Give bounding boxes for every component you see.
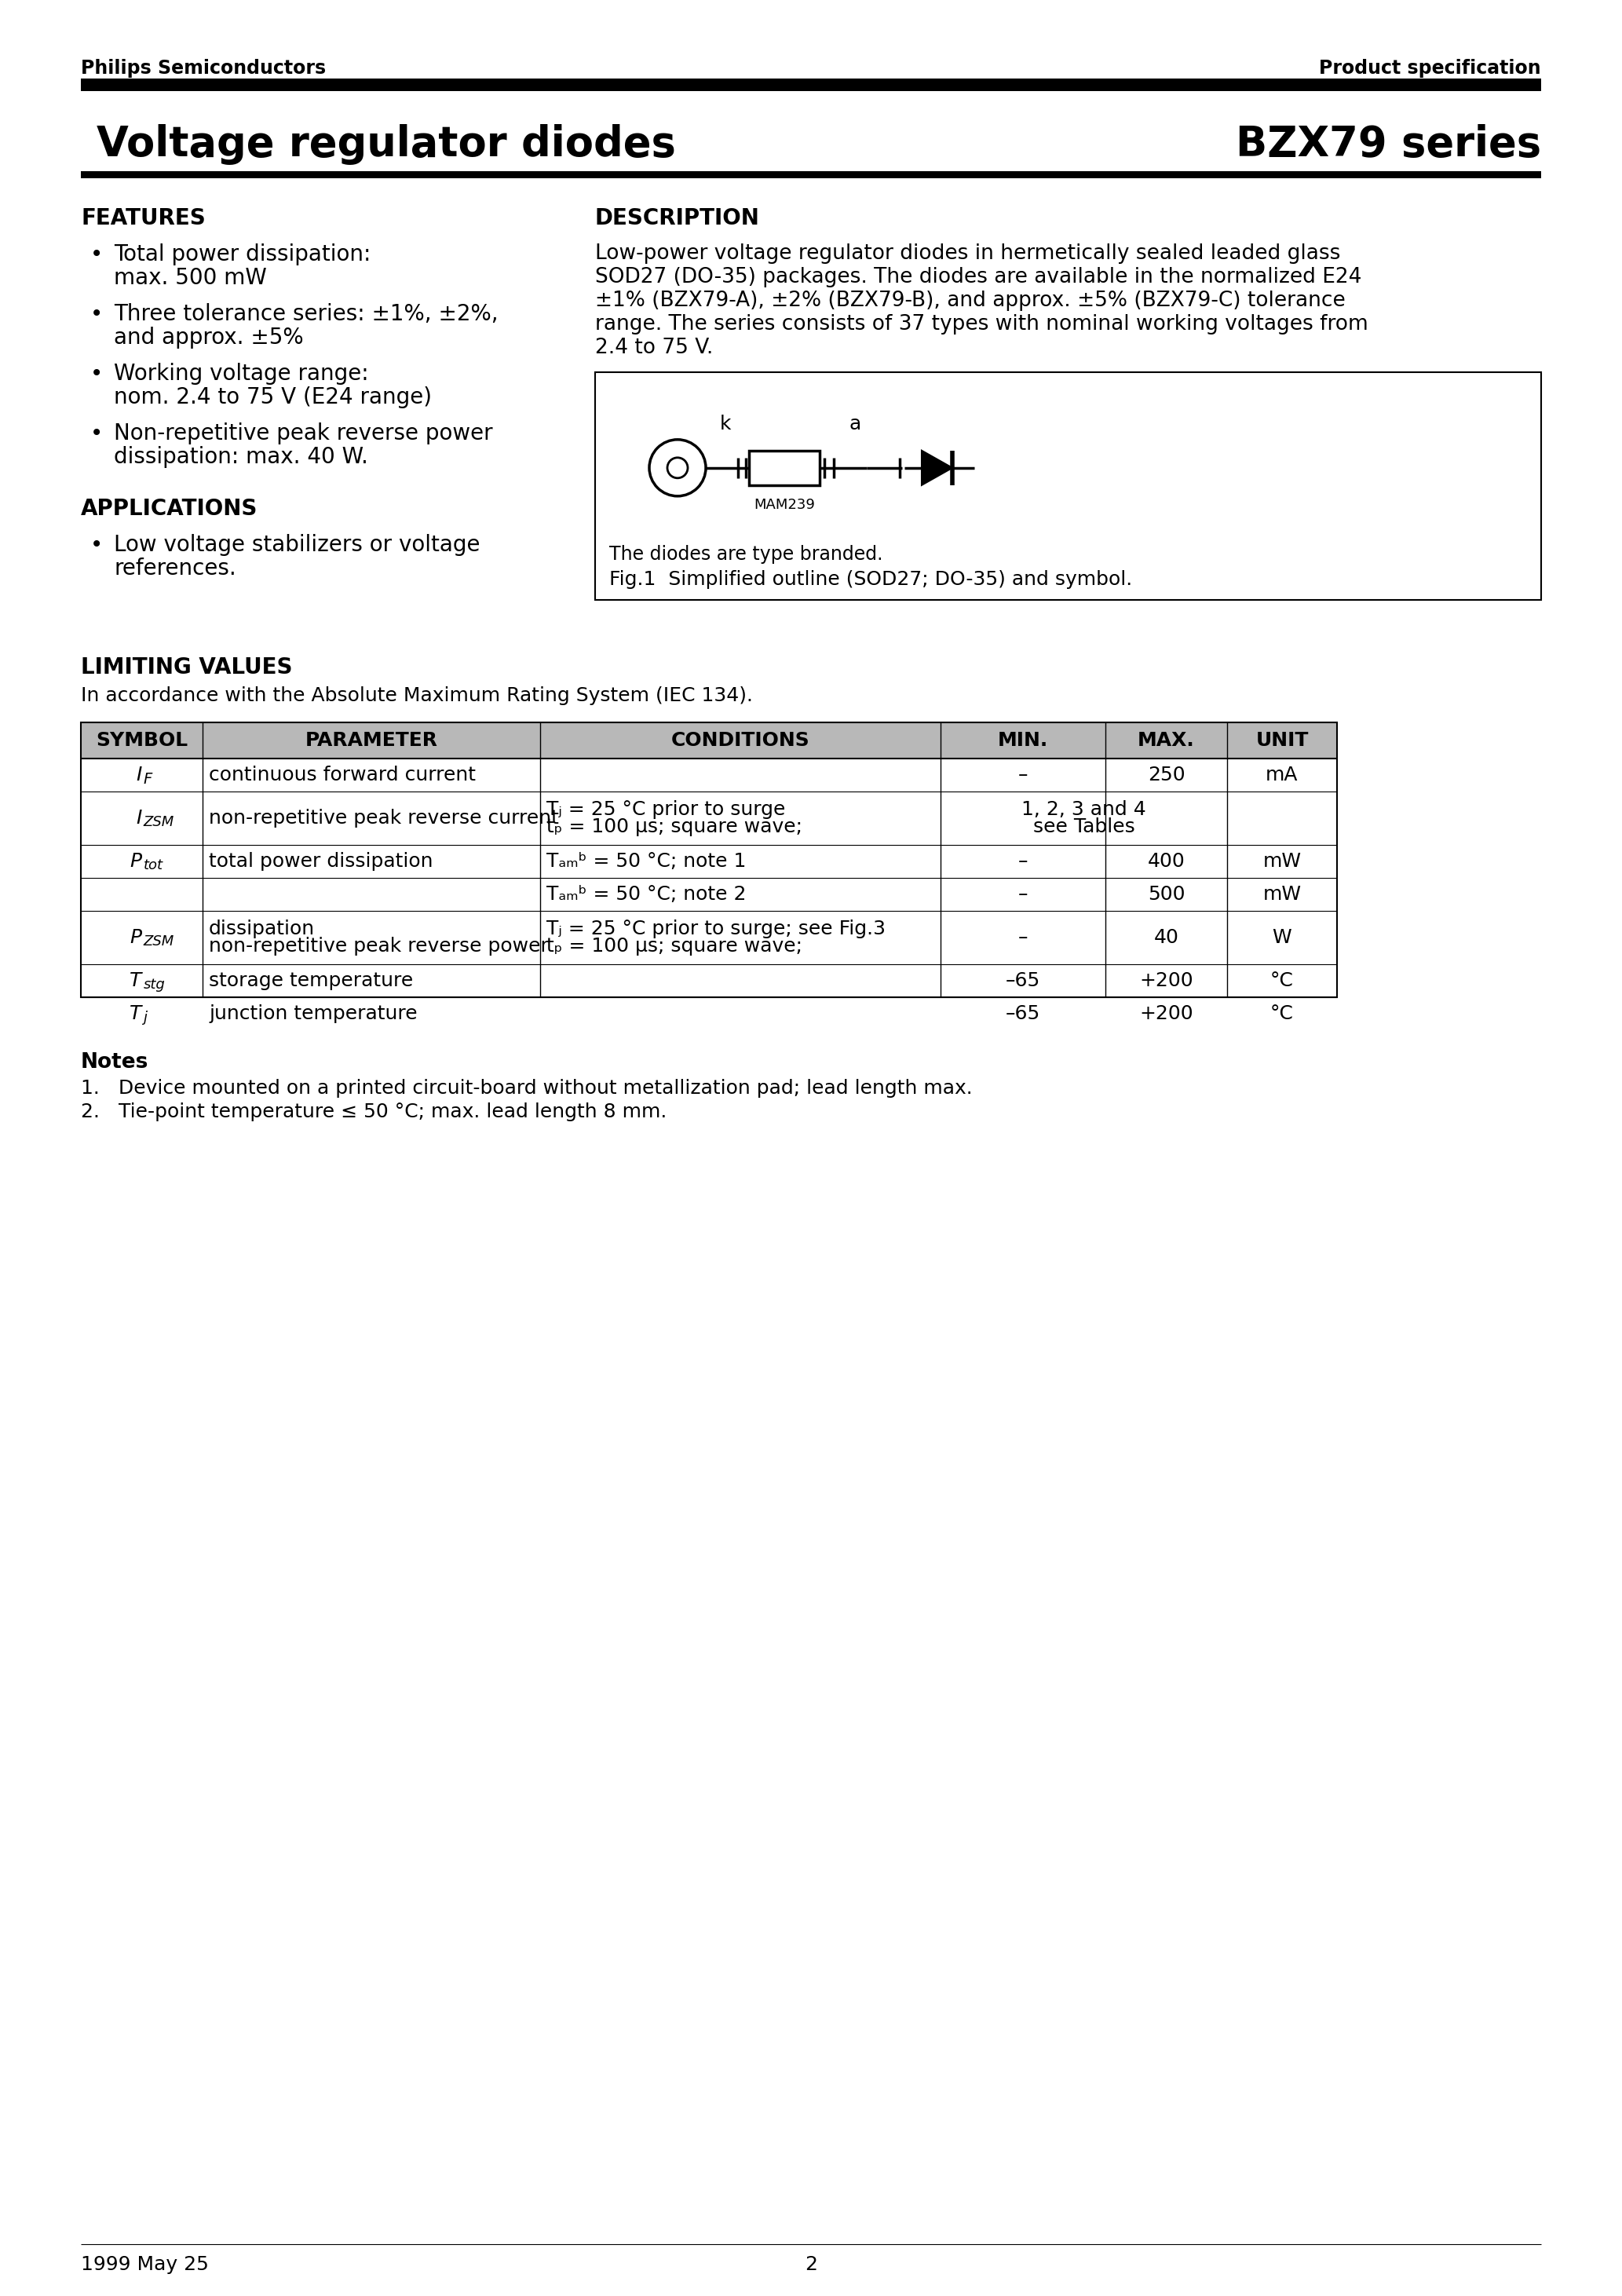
Text: UNIT: UNIT bbox=[1255, 730, 1309, 751]
Text: Tⱼ = 25 °C prior to surge; see Fig.3: Tⱼ = 25 °C prior to surge; see Fig.3 bbox=[547, 918, 886, 939]
Text: –65: –65 bbox=[1006, 971, 1040, 990]
Text: Total power dissipation:: Total power dissipation: bbox=[114, 243, 371, 266]
Text: stg: stg bbox=[143, 978, 165, 992]
Text: Voltage regulator diodes: Voltage regulator diodes bbox=[97, 124, 676, 165]
Text: 40: 40 bbox=[1153, 928, 1179, 946]
Polygon shape bbox=[921, 450, 952, 484]
Text: Philips Semiconductors: Philips Semiconductors bbox=[81, 60, 326, 78]
Text: •: • bbox=[91, 303, 104, 326]
Text: Tₐₘᵇ = 50 °C; note 2: Tₐₘᵇ = 50 °C; note 2 bbox=[547, 884, 746, 905]
Text: non-repetitive peak reverse power: non-repetitive peak reverse power bbox=[209, 937, 548, 955]
Bar bbox=[749, 450, 819, 484]
Text: In accordance with the Absolute Maximum Rating System (IEC 134).: In accordance with the Absolute Maximum … bbox=[81, 687, 753, 705]
Text: k: k bbox=[720, 416, 732, 434]
Text: junction temperature: junction temperature bbox=[209, 1003, 417, 1024]
Text: Low-power voltage regulator diodes in hermetically sealed leaded glass: Low-power voltage regulator diodes in he… bbox=[595, 243, 1340, 264]
Bar bbox=[81, 172, 1541, 179]
Text: dissipation: max. 40 W.: dissipation: max. 40 W. bbox=[114, 445, 368, 468]
Bar bbox=[81, 723, 1337, 758]
Text: and approx. ±5%: and approx. ±5% bbox=[114, 326, 303, 349]
Text: +200: +200 bbox=[1139, 1003, 1194, 1024]
Text: nom. 2.4 to 75 V (E24 range): nom. 2.4 to 75 V (E24 range) bbox=[114, 386, 431, 409]
Text: continuous forward current: continuous forward current bbox=[209, 765, 475, 785]
Text: see Tables: see Tables bbox=[1033, 817, 1135, 836]
Text: 2.4 to 75 V.: 2.4 to 75 V. bbox=[595, 338, 714, 358]
Text: a: a bbox=[848, 416, 861, 434]
Text: SYMBOL: SYMBOL bbox=[96, 730, 188, 751]
Text: P: P bbox=[130, 928, 141, 946]
Text: –: – bbox=[1019, 852, 1028, 870]
Text: SOD27 (DO-35) packages. The diodes are available in the normalized E24: SOD27 (DO-35) packages. The diodes are a… bbox=[595, 266, 1361, 287]
Text: mA: mA bbox=[1265, 765, 1298, 785]
Text: 2.   Tie-point temperature ≤ 50 °C; max. lead length 8 mm.: 2. Tie-point temperature ≤ 50 °C; max. l… bbox=[81, 1102, 667, 1120]
Text: BZX79 series: BZX79 series bbox=[1236, 124, 1541, 165]
Text: –65: –65 bbox=[1006, 1003, 1040, 1024]
Text: ZSM: ZSM bbox=[143, 934, 174, 948]
Text: Non-repetitive peak reverse power: Non-repetitive peak reverse power bbox=[114, 422, 493, 445]
Text: total power dissipation: total power dissipation bbox=[209, 852, 433, 870]
Text: •: • bbox=[91, 243, 104, 266]
Text: –: – bbox=[1019, 928, 1028, 946]
Text: Low voltage stabilizers or voltage: Low voltage stabilizers or voltage bbox=[114, 535, 480, 556]
Text: j: j bbox=[143, 1010, 148, 1024]
Text: tot: tot bbox=[143, 859, 162, 872]
Text: 1999 May 25: 1999 May 25 bbox=[81, 2255, 209, 2273]
Text: °C: °C bbox=[1270, 971, 1294, 990]
Text: +200: +200 bbox=[1139, 971, 1194, 990]
Text: non-repetitive peak reverse current: non-repetitive peak reverse current bbox=[209, 808, 560, 827]
Text: 2: 2 bbox=[805, 2255, 817, 2273]
Text: T: T bbox=[130, 1003, 141, 1024]
Text: MAX.: MAX. bbox=[1137, 730, 1195, 751]
Text: Notes: Notes bbox=[81, 1052, 149, 1072]
Bar bbox=[595, 372, 1541, 599]
Text: MIN.: MIN. bbox=[998, 730, 1048, 751]
Bar bbox=[81, 78, 1541, 92]
Text: F: F bbox=[143, 771, 152, 788]
Text: 500: 500 bbox=[1148, 884, 1186, 905]
Text: The diodes are type branded.: The diodes are type branded. bbox=[610, 544, 882, 565]
Text: FEATURES: FEATURES bbox=[81, 207, 206, 230]
Text: ±1% (BZX79-A), ±2% (BZX79-B), and approx. ±5% (BZX79-C) tolerance: ±1% (BZX79-A), ±2% (BZX79-B), and approx… bbox=[595, 292, 1346, 310]
Text: dissipation: dissipation bbox=[209, 918, 315, 939]
Text: Working voltage range:: Working voltage range: bbox=[114, 363, 368, 386]
Text: •: • bbox=[91, 363, 104, 386]
Text: I: I bbox=[136, 808, 141, 827]
Text: –: – bbox=[1019, 765, 1028, 785]
Text: MAM239: MAM239 bbox=[754, 498, 814, 512]
Text: •: • bbox=[91, 422, 104, 445]
Text: ZSM: ZSM bbox=[143, 815, 174, 829]
Text: •: • bbox=[91, 535, 104, 556]
Text: 250: 250 bbox=[1147, 765, 1186, 785]
Text: 400: 400 bbox=[1147, 852, 1186, 870]
Text: CONDITIONS: CONDITIONS bbox=[672, 730, 809, 751]
Text: Tₐₘᵇ = 50 °C; note 1: Tₐₘᵇ = 50 °C; note 1 bbox=[547, 852, 746, 870]
Text: °C: °C bbox=[1270, 1003, 1294, 1024]
Text: 1.   Device mounted on a printed circuit-board without metallization pad; lead l: 1. Device mounted on a printed circuit-b… bbox=[81, 1079, 973, 1097]
Text: storage temperature: storage temperature bbox=[209, 971, 414, 990]
Text: Product specification: Product specification bbox=[1319, 60, 1541, 78]
Text: DESCRIPTION: DESCRIPTION bbox=[595, 207, 759, 230]
Text: T: T bbox=[130, 971, 141, 990]
Text: 1, 2, 3 and 4: 1, 2, 3 and 4 bbox=[1022, 799, 1147, 820]
Text: –: – bbox=[1019, 884, 1028, 905]
Text: LIMITING VALUES: LIMITING VALUES bbox=[81, 657, 292, 677]
Text: max. 500 mW: max. 500 mW bbox=[114, 266, 268, 289]
Text: tₚ = 100 μs; square wave;: tₚ = 100 μs; square wave; bbox=[547, 817, 803, 836]
Text: W: W bbox=[1272, 928, 1291, 946]
Text: APPLICATIONS: APPLICATIONS bbox=[81, 498, 258, 519]
Bar bbox=[81, 723, 1337, 996]
Text: I: I bbox=[136, 765, 141, 785]
Text: mW: mW bbox=[1264, 884, 1301, 905]
Text: references.: references. bbox=[114, 558, 237, 579]
Text: range. The series consists of 37 types with nominal working voltages from: range. The series consists of 37 types w… bbox=[595, 315, 1369, 335]
Text: Tⱼ = 25 °C prior to surge: Tⱼ = 25 °C prior to surge bbox=[547, 799, 785, 820]
Text: Fig.1  Simplified outline (SOD27; DO-35) and symbol.: Fig.1 Simplified outline (SOD27; DO-35) … bbox=[610, 569, 1132, 588]
Text: tₚ = 100 μs; square wave;: tₚ = 100 μs; square wave; bbox=[547, 937, 803, 955]
Text: PARAMETER: PARAMETER bbox=[305, 730, 438, 751]
Text: Three tolerance series: ±1%, ±2%,: Three tolerance series: ±1%, ±2%, bbox=[114, 303, 498, 326]
Text: P: P bbox=[130, 852, 141, 870]
Text: mW: mW bbox=[1264, 852, 1301, 870]
